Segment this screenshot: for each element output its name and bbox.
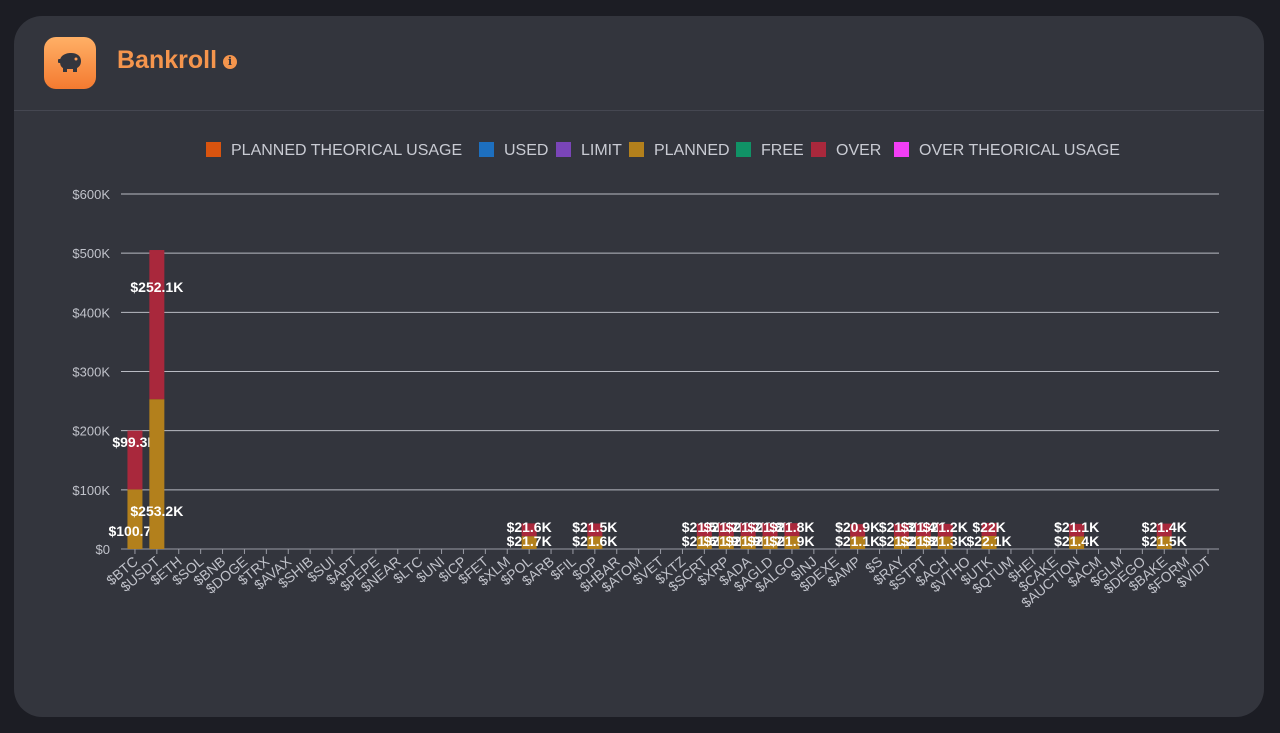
legend-label: OVER THEORICAL USAGE	[919, 142, 1120, 159]
bar-label-planned: $21.1K	[835, 533, 880, 549]
bar-label-over: $21.1K	[1054, 519, 1099, 535]
bar-over	[850, 524, 866, 537]
bar-label-planned: $21.5K	[1142, 533, 1187, 549]
legend-label: LIMIT	[581, 142, 622, 159]
bar-over	[981, 522, 997, 536]
legend-swatch	[479, 142, 494, 157]
bar-over	[762, 523, 778, 537]
legend-swatch	[736, 142, 751, 157]
bar-over	[784, 523, 800, 537]
bar-label-planned: $21.3K	[923, 533, 968, 549]
bar-over	[1156, 523, 1172, 537]
bar-planned	[850, 536, 866, 549]
bar-over	[915, 523, 931, 537]
bar-label-planned: $21.9K	[704, 533, 749, 549]
bar-label-over: $21.2K	[923, 519, 968, 535]
legend-label: PLANNED	[654, 142, 730, 159]
bar-planned	[127, 489, 143, 549]
bar-over	[740, 523, 756, 537]
y-tick-label: $600K	[72, 187, 110, 202]
bar-label-over: $21.5K	[572, 519, 617, 535]
piggy-bank-icon	[44, 37, 96, 89]
legend-swatch	[811, 142, 826, 157]
bar-label-over: $21.4K	[1142, 519, 1187, 535]
y-tick-label: $500K	[72, 246, 110, 261]
bar-planned	[149, 399, 165, 549]
bar-over	[149, 250, 165, 400]
bar-label-over: $21.6K	[507, 519, 552, 535]
bar-label-planned: $21.6K	[682, 533, 727, 549]
bar-label-over: $21.8K	[769, 519, 814, 535]
bar-label-planned: $21.7K	[747, 533, 792, 549]
bar-planned	[893, 536, 909, 549]
bar-label-planned: $21.2K	[879, 533, 924, 549]
bar-planned	[915, 536, 931, 549]
bar-planned	[1069, 536, 1085, 549]
y-tick-label: $300K	[72, 365, 110, 380]
legend-label: PLANNED THEORICAL USAGE	[231, 142, 462, 159]
bar-label-over: $20.9K	[835, 519, 880, 535]
bar-label-planned: $22.1K	[966, 533, 1011, 549]
bar-planned	[740, 536, 756, 549]
bar-over	[893, 523, 909, 537]
bankroll-chart: PLANNED THEORICAL USAGE USED LIMIT PLANNED F…	[72, 142, 1219, 611]
bar-label-over: $21.4K	[901, 519, 946, 535]
page-title: Bankroll	[117, 46, 218, 74]
bar-label-planned: $253.2K	[130, 503, 183, 519]
bar-over	[1069, 523, 1085, 537]
card-header: Bankroll i	[14, 16, 1264, 111]
bar-label-over: $21.7K	[726, 519, 771, 535]
bar-label-planned: $100.7K	[108, 523, 161, 539]
info-icon[interactable]: i	[223, 55, 237, 69]
bankroll-card: Bankroll i PLANNED THEORICAL USAGE USED LI…	[14, 16, 1264, 717]
bar-planned	[981, 535, 997, 549]
y-tick-label: $0	[96, 542, 110, 557]
legend-swatch	[894, 142, 909, 157]
bar-label-over: $21.7K	[704, 519, 749, 535]
bar-label-over: $99.3K	[112, 434, 157, 450]
bar-over	[718, 523, 734, 537]
bar-planned	[521, 536, 537, 549]
bar-label-over: $21.5K	[682, 519, 727, 535]
bar-over	[937, 523, 953, 537]
bar-over	[521, 523, 537, 537]
legend-label: OVER	[836, 142, 881, 159]
bar-planned	[937, 536, 953, 549]
y-tick-label: $200K	[72, 424, 110, 439]
legend-swatch	[629, 142, 644, 157]
bar-label-planned: $21.7K	[507, 533, 552, 549]
bar-label-planned: $21.8K	[901, 533, 946, 549]
bar-label-over: $21.3K	[879, 519, 924, 535]
bar-over	[696, 523, 712, 537]
bar-planned	[696, 536, 712, 549]
bar-label-planned: $21.4K	[1054, 533, 1099, 549]
bar-label-planned: $21.6K	[572, 533, 617, 549]
bar-label-planned: $21.9K	[769, 533, 814, 549]
bar-label-over: $252.1K	[130, 279, 183, 295]
bar-planned	[1156, 536, 1172, 549]
bar-planned	[784, 536, 800, 549]
bar-planned	[762, 536, 778, 549]
bar-planned	[587, 536, 603, 549]
bar-label-over: $21.8K	[747, 519, 792, 535]
legend-label: USED	[504, 142, 548, 159]
legend-swatch	[556, 142, 571, 157]
bar-label-planned: $21.9K	[726, 533, 771, 549]
bar-over	[127, 430, 143, 490]
y-tick-label: $400K	[72, 305, 110, 320]
legend-label: FREE	[761, 142, 804, 159]
bar-planned	[718, 536, 734, 549]
bar-over	[587, 523, 603, 537]
legend-swatch	[206, 142, 221, 157]
bar-label-over: $22K	[972, 519, 1005, 535]
y-tick-label: $100K	[72, 483, 110, 498]
